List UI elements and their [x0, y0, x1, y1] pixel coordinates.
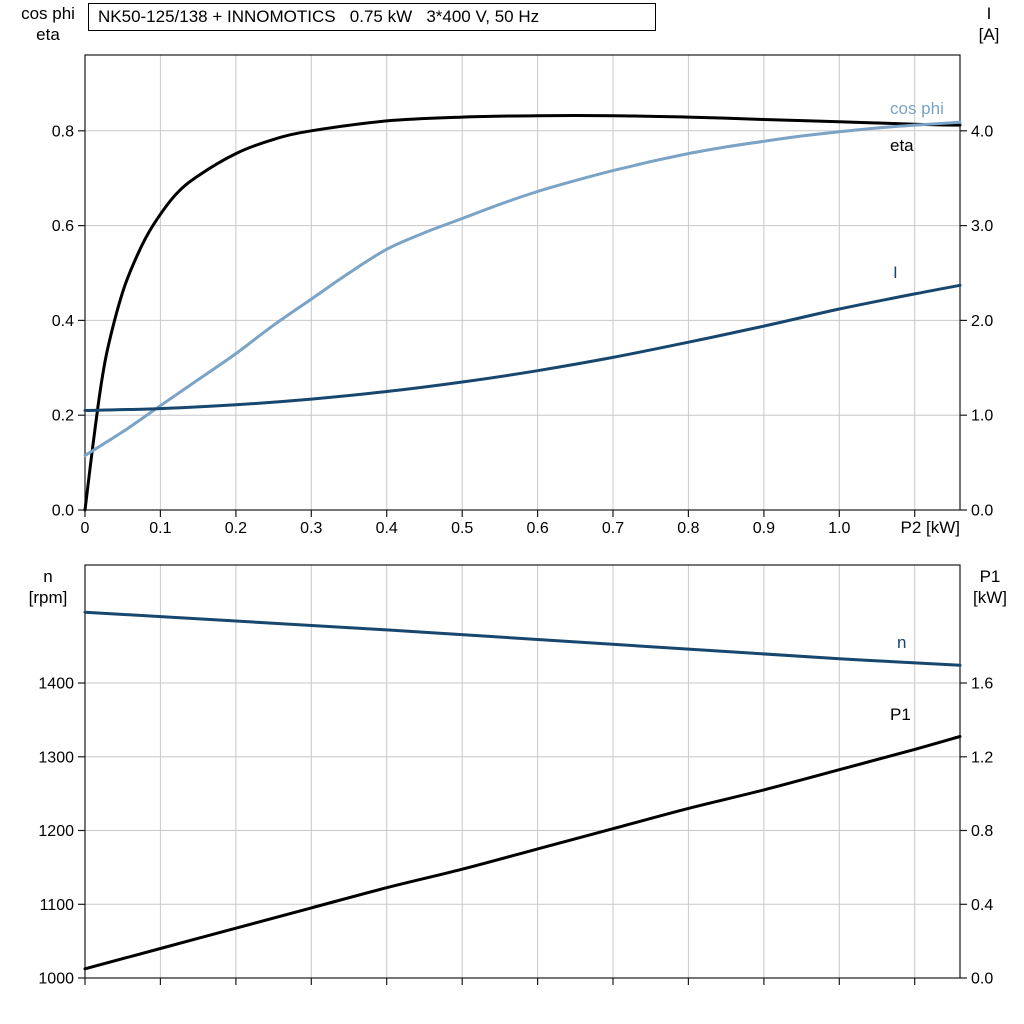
y-left-tick-label: 0.6	[52, 218, 74, 235]
x-tick-label: 1.0	[828, 520, 850, 537]
y-left-tick-label: 0.8	[52, 123, 74, 140]
x-axis-label-p2: P2 [kW]	[900, 518, 960, 537]
chart-bottom: 1000 1100 1200 1300 1400 0.0 0.4 0.8 1.2 1.6	[38, 564, 993, 988]
y-left-tick-label: 0.4	[52, 313, 74, 330]
y-left-tick-label: 0.0	[52, 503, 74, 520]
y-left-tick-label: 1300	[38, 749, 74, 766]
y-right-tick-label: 2.0	[971, 313, 993, 330]
top-right-axis-label-current: I	[986, 4, 992, 23]
y-left-tick-label: 1200	[38, 823, 74, 840]
top-right-axis-unit-label: [A]	[978, 25, 1000, 44]
x-tick-label: 0	[81, 520, 90, 537]
y-left-tick-label: 1100	[40, 897, 75, 914]
y-right-tick-label: 1.6	[971, 676, 993, 693]
bottom-left-axis-unit-label: [rpm]	[28, 588, 68, 607]
bottom-right-axis-label-p1: P1	[979, 567, 1001, 586]
x-tick-label: 0.9	[753, 520, 775, 537]
curve-label-p1: P1	[890, 705, 911, 724]
y-right-tick-label: 3.0	[971, 218, 993, 235]
y-left-tick-label: 1000	[38, 971, 74, 988]
y-right-tick-label: 0.0	[971, 503, 993, 520]
curve-current	[83, 283, 962, 412]
chart-title-box: NK50-125/138 + INNOMOTICS 0.75 kW 3*400 …	[88, 3, 656, 31]
x-tick-label: 0.3	[300, 520, 322, 537]
y-right-tick-label: 4.0	[971, 123, 993, 140]
x-tick-label: 0.4	[376, 520, 398, 537]
curve-label-n: n	[897, 633, 907, 652]
y-right-tick-label: 1.2	[971, 749, 993, 766]
chart-title: NK50-125/138 + INNOMOTICS 0.75 kW 3*400 …	[98, 7, 540, 26]
x-tick-label: 0.7	[602, 520, 624, 537]
y-right-tick-label: 1.0	[971, 408, 993, 425]
curve-label-cos-phi: cos phi	[890, 99, 944, 118]
curve-label-eta: eta	[890, 136, 914, 155]
x-tick-label: 0.5	[451, 520, 473, 537]
y-right-tick-label: 0.4	[971, 897, 993, 914]
y-left-tick-label: 0.2	[52, 408, 74, 425]
bottom-left-axis-label-n: n	[43, 567, 53, 586]
y-left-tick-label: 1400	[38, 676, 74, 693]
top-left-axis-label-cosphi: cos phi	[21, 4, 75, 23]
y-right-tick-label: 0.0	[971, 971, 993, 988]
curve-cos-phi	[83, 120, 962, 457]
top-left-axis-label-eta: eta	[36, 25, 60, 44]
curve-speed	[83, 610, 962, 667]
x-tick-label: 0.6	[526, 520, 548, 537]
y-right-tick-label: 0.8	[971, 823, 993, 840]
bottom-right-axis-unit-label: [kW]	[973, 588, 1007, 607]
plot-frame	[84, 564, 961, 979]
x-tick-label: 0.1	[149, 520, 171, 537]
x-tick-label: 0.2	[225, 520, 247, 537]
curve-eta	[83, 113, 962, 512]
x-tick-label: 0.8	[677, 520, 699, 537]
curve-label-current: I	[893, 263, 898, 282]
chart-top: 0 0.1 0.2 0.3 0.4 0.5 0.6 0.7 0.8 0.9 1.0 0.0 0.2 0.4…	[52, 54, 993, 537]
curve-input-power	[83, 735, 962, 971]
plot-frame	[84, 54, 961, 511]
